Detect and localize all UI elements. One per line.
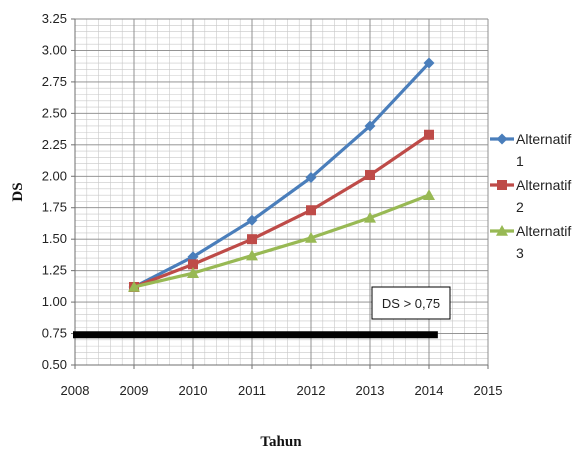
data-point [128,280,140,292]
data-point [305,172,317,184]
x-tick-label: 2013 [356,383,385,398]
x-tick-label: 2008 [61,383,90,398]
legend-label: Alternatif [516,131,571,147]
x-tick-label: 2015 [474,383,503,398]
data-point [246,249,258,261]
data-point [364,120,376,132]
legend-entry-2: Alternatif 2 [490,177,571,215]
y-tick-label: 2.50 [42,105,67,120]
annotation-box [371,286,451,320]
series-line [133,133,430,289]
x-tick-label: 2012 [297,383,326,398]
data-point [424,129,434,140]
legend-label: 1 [516,153,524,169]
y-tick-label: 2.25 [42,137,67,152]
data-point [496,225,508,236]
legend-label: 2 [516,199,524,215]
data-point [246,214,258,226]
y-tick-label: 3.25 [42,11,67,26]
data-point [187,267,199,278]
data-point [497,180,507,190]
y-axis-title: DS [10,182,26,201]
series-3 [128,189,435,292]
y-tick-label: 2.75 [42,74,67,89]
legend-label: 3 [516,245,524,261]
axes: 0.50 0.75 1.00 1.25 1.50 1.75 2.00 2.25 2.50 2.75… [42,11,503,398]
x-tick-label: 2010 [179,383,208,398]
x-tick-label: 2009 [120,383,149,398]
legend: Alternatif 1 Alternatif 2 Alternatif 3 [490,131,571,261]
data-point [365,170,375,181]
y-tick-label: 2.00 [42,168,67,183]
series-line [133,193,430,289]
annotation-label: DS > 0,75 [382,296,440,311]
x-axis-title: Tahun [260,434,302,450]
series-line [133,61,431,289]
y-tick-label: 1.50 [42,231,67,246]
y-tick-label: 0.75 [42,326,67,341]
data-point [305,231,317,243]
x-tick-label: 2014 [415,383,444,398]
data-point [188,259,198,270]
x-tick-label: 2011 [238,383,266,398]
series-1 [128,57,435,293]
series-group [128,57,435,293]
annotation: DS > 0,75 [371,286,451,320]
y-tick-label: 3.00 [42,42,67,57]
legend-label: Alternatif [516,223,571,239]
y-tick-label: 0.50 [42,357,67,372]
y-tick-label: 1.25 [42,263,67,278]
data-point [496,133,508,145]
data-point [247,234,257,245]
legend-label: Alternatif [516,177,571,193]
data-point [306,205,316,216]
data-point [423,189,435,200]
legend-entry-3: Alternatif 3 [490,223,571,261]
legend-entry-1: Alternatif 1 [490,131,571,169]
data-point [423,57,435,69]
y-tick-label: 1.00 [42,294,67,309]
y-tick-label: 1.75 [42,200,67,215]
data-point [364,211,376,223]
